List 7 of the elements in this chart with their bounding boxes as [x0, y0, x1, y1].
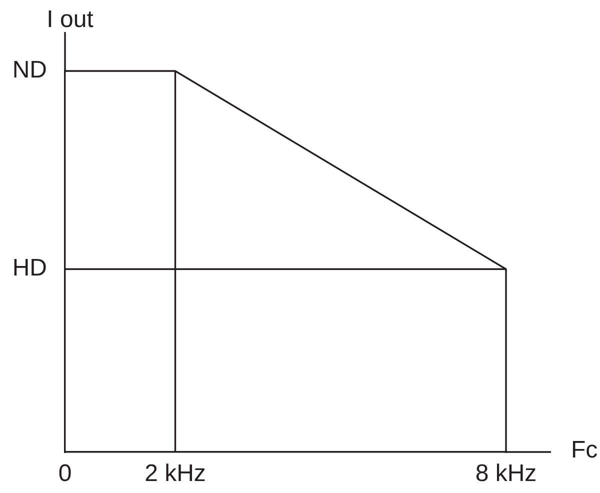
x-tick-label: 8 kHz: [475, 460, 537, 488]
y-axis-title: I out: [46, 6, 94, 33]
x-tick-label: 2 kHz: [144, 460, 206, 488]
annotation: ND: [12, 56, 47, 84]
x-axis-title: Fc: [571, 436, 598, 464]
x-tick-label: 0: [58, 460, 72, 488]
ref-line-label: HD: [12, 254, 47, 282]
